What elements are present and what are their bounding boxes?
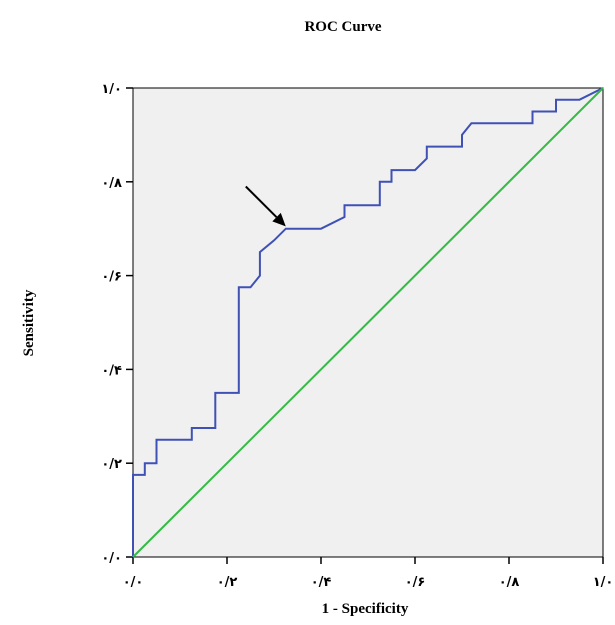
y-tick-label: ۱/۰ [101, 82, 122, 97]
y-tick-label: ۰/۰ [101, 551, 122, 566]
y-tick-label: ۰/۲ [101, 457, 122, 472]
x-axis: ۰/۰ ۰/۲ ۰/۴ ۰/۶ ۰/۸ ۱/۰ [123, 557, 614, 590]
x-tick-label: ۰/۶ [405, 575, 426, 590]
x-axis-label: 1 - Specificity [322, 601, 409, 617]
reference-diagonal-line [132, 87, 604, 558]
y-tick-label: ۰/۸ [101, 176, 122, 191]
y-tick-label: ۰/۶ [101, 270, 122, 285]
x-tick-label: ۰/۴ [311, 575, 332, 590]
x-tick-label: ۰/۰ [123, 575, 144, 590]
y-tick-label: ۰/۴ [101, 363, 122, 378]
series-layer [132, 87, 604, 558]
x-tick-label: ۰/۲ [217, 575, 238, 590]
x-tick-label: ۰/۸ [499, 575, 520, 590]
roc-curve-line [132, 87, 604, 557]
y-axis: ۰/۰ ۰/۲ ۰/۴ ۰/۶ ۰/۸ ۱/۰ [101, 82, 133, 566]
arrow-annotation-head [272, 212, 286, 227]
y-axis-label: Sensitivity [21, 289, 37, 356]
arrow-annotation-shaft [245, 185, 278, 218]
chart-title: ROC Curve [304, 19, 381, 35]
x-tick-label: ۱/۰ [593, 575, 614, 590]
annotation-layer [245, 185, 286, 227]
